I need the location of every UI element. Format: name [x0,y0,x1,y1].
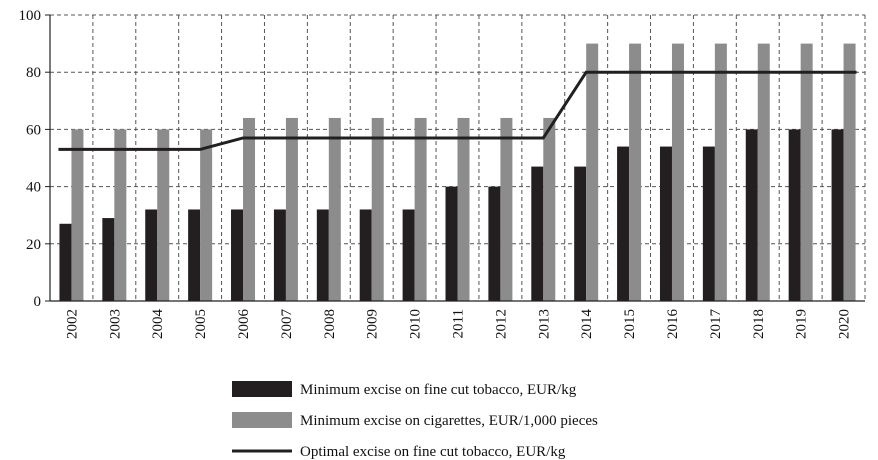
bar-cigarettes [243,117,256,302]
x-tick-label: 2014 [579,309,595,340]
x-tick-label: 2007 [279,309,295,340]
bar-fine-cut [745,129,758,301]
x-tick-label: 2005 [193,309,209,339]
bar-fine-cut [617,146,630,301]
y-tick-label: 0 [34,294,42,310]
bar-fine-cut [488,186,501,301]
bar-fine-cut [702,146,715,301]
bar-cigarettes [843,43,856,301]
x-tick-label: 2009 [365,309,381,339]
bar-cigarettes [285,117,298,302]
y-tick-label: 60 [26,122,41,138]
bar-cigarettes [71,129,84,301]
x-tick-label: 2002 [64,309,80,339]
x-tick-label: 2015 [622,309,638,339]
x-tick-labels: 2002 2003 2004 2005 2006 2007 2008 2009 2010 2011… [64,309,852,340]
legend-item-optimal-line: Optimal excise on fine cut tobacco, EUR/… [232,444,566,460]
bar-fine-cut [188,209,201,301]
bar-cigarettes [457,117,470,302]
bar-cigarettes [757,43,770,301]
bar-cigarettes [586,43,599,301]
bar-cigarettes [114,129,127,301]
legend-item-cigarettes-bar: Minimum excise on cigarettes, EUR/1,000 … [232,412,598,429]
y-tick-label: 100 [19,8,42,24]
bar-fine-cut [659,146,672,301]
gridlines [50,14,866,301]
bar-fine-cut [574,166,587,301]
bar-cigarettes [500,117,513,302]
x-tick-label: 2008 [322,309,338,339]
x-tick-label: 2004 [150,309,166,340]
bar-fine-cut [273,209,286,301]
x-tick-label: 2012 [493,309,509,339]
x-tick-label: 2010 [408,309,424,339]
x-tick-label: 2011 [451,309,467,338]
bar-cigarettes [371,117,384,302]
bar-fine-cut [145,209,158,301]
bar-fine-cut [831,129,844,301]
bar-cigarettes [800,43,813,301]
bar-cigarettes [629,43,642,301]
y-tick-label: 20 [26,237,41,253]
bar-fine-cut [359,209,372,301]
legend-swatch-cigarettes [232,412,292,428]
legend-swatch-fine-cut [232,381,292,397]
x-tick-label: 2016 [665,309,681,340]
bar-cigarettes [543,117,556,302]
bar-cigarettes [200,129,213,301]
bar-fine-cut [445,186,458,301]
axes [45,14,865,302]
x-tick-label: 2020 [837,309,853,339]
y-tick-labels: 0 20 40 60 80 100 [19,8,42,310]
legend-label-fine-cut: Minimum excise on fine cut tobacco, EUR/… [300,382,577,398]
bar-fine-cut [231,209,244,301]
bar-cigarettes [157,129,170,301]
x-tick-label: 2017 [708,309,724,340]
bar-fine-cut [102,218,115,301]
bar-fine-cut [59,223,72,301]
bar-fine-cut [531,166,544,301]
legend: Minimum excise on fine cut tobacco, EUR/… [232,381,598,460]
x-tick-label: 2018 [751,309,767,339]
line-series [58,70,857,151]
x-tick-label: 2013 [536,309,552,339]
bars [59,43,856,302]
x-tick-label: 2006 [236,309,252,340]
bar-fine-cut [402,209,415,301]
y-tick-label: 40 [26,180,41,196]
x-tick-label: 2003 [107,309,123,339]
bar-fine-cut [788,129,801,301]
line-optimal-excise [58,70,857,151]
y-tick-label: 80 [26,65,41,81]
legend-label-optimal: Optimal excise on fine cut tobacco, EUR/… [300,444,566,460]
bar-cigarettes [714,43,727,301]
bar-fine-cut [316,209,329,301]
legend-label-cigarettes: Minimum excise on cigarettes, EUR/1,000 … [300,413,598,429]
bar-cigarettes [671,43,684,301]
x-tick-label: 2019 [794,309,810,339]
legend-item-fine-cut-bar: Minimum excise on fine cut tobacco, EUR/… [232,381,577,398]
bar-cigarettes [414,117,427,302]
bar-cigarettes [328,117,341,302]
